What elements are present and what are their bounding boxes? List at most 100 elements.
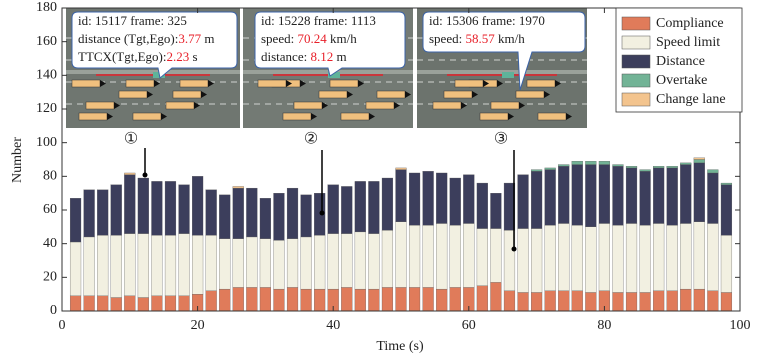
bar-segment xyxy=(517,292,529,312)
bar-segment xyxy=(273,288,285,312)
bar-segment xyxy=(544,167,556,170)
bar-segment xyxy=(720,292,733,312)
vehicle-arrow xyxy=(555,80,561,87)
legend-swatch xyxy=(621,92,651,107)
bar-segment xyxy=(463,223,475,288)
bar-segment xyxy=(300,194,312,238)
legend-label: Change lane xyxy=(656,92,726,107)
bar-segment xyxy=(151,235,163,296)
vehicle-arrow xyxy=(369,113,375,120)
bar-segment xyxy=(531,228,543,293)
bar-segment xyxy=(693,162,705,222)
callout-text: speed: xyxy=(261,31,297,46)
bar-segment xyxy=(151,181,163,236)
bars xyxy=(69,157,733,312)
bar-segment xyxy=(273,193,285,241)
bar-segment xyxy=(341,287,353,312)
bar-segment xyxy=(693,157,705,160)
bar-segment xyxy=(653,223,665,291)
bar-segment xyxy=(164,235,177,296)
y-tick-label: 0 xyxy=(50,303,57,318)
callout-text: distance: xyxy=(261,49,310,64)
bar-segment xyxy=(97,235,109,296)
bar-segment xyxy=(259,238,271,288)
bar-segment xyxy=(273,240,285,290)
vehicle-arrow xyxy=(347,91,353,98)
y-tick-label: 60 xyxy=(43,202,57,217)
bar-segment xyxy=(124,233,136,296)
vehicle xyxy=(454,79,484,88)
callout-text: speed: xyxy=(429,31,465,46)
bar-segment xyxy=(219,238,231,290)
vehicle xyxy=(179,79,209,88)
callout-line: distance: 8.12 m xyxy=(261,49,347,64)
callout-text: TTCX(Tgt,Ego): xyxy=(78,49,166,64)
vehicle-arrow xyxy=(194,102,200,109)
x-tick-label: 0 xyxy=(59,318,66,333)
bar-segment xyxy=(422,171,434,226)
vehicle-arrow xyxy=(311,113,317,120)
bar-segment xyxy=(558,290,570,312)
vehicle-arrow xyxy=(286,80,292,87)
vehicle xyxy=(118,90,148,99)
callout-text: 3.77 xyxy=(178,31,201,46)
bar-segment xyxy=(707,290,719,312)
bar-segment xyxy=(69,198,82,243)
callout-text: km/h xyxy=(495,31,525,46)
y-tick-label: 40 xyxy=(43,236,57,251)
bar-segment xyxy=(598,161,610,165)
legend-label: Overtake xyxy=(656,73,707,88)
callout: id: 15228 frame: 1113 speed: 70.24 km/h di… xyxy=(254,11,406,77)
bar-segment xyxy=(598,164,610,224)
bar-segment xyxy=(259,287,271,312)
bar-segment xyxy=(707,172,719,224)
vehicle xyxy=(172,90,202,99)
vehicle-arrow xyxy=(154,80,160,87)
bar-segment xyxy=(408,172,421,226)
bar-segment xyxy=(422,224,434,288)
bar-segment xyxy=(503,290,516,312)
callout-marker: ② xyxy=(304,131,318,148)
bar-segment xyxy=(110,235,122,298)
legend-label: Speed limit xyxy=(656,35,720,50)
callout-line: id: 15117 frame: 325 xyxy=(78,13,187,28)
legend-swatch xyxy=(621,54,651,69)
vehicle-arrow xyxy=(461,102,467,109)
ego-vehicle xyxy=(328,72,340,78)
legend-label: Distance xyxy=(656,54,705,69)
bar-segment xyxy=(69,241,82,297)
bar-segment xyxy=(720,184,733,236)
bar-segment xyxy=(408,224,421,288)
callout-text: id: 15306 frame: 1970 xyxy=(429,13,545,28)
callout-text: 8.12 xyxy=(310,49,333,64)
bar-segment xyxy=(666,224,678,291)
bar-segment xyxy=(354,231,366,290)
bar-segment xyxy=(531,169,543,172)
bar-segment xyxy=(422,287,434,312)
bar-segment xyxy=(680,164,692,224)
bar-segment xyxy=(544,169,556,226)
bar-segment xyxy=(259,198,271,239)
bar-segment xyxy=(476,285,488,312)
vehicle-arrow xyxy=(497,80,503,87)
bar-segment xyxy=(571,164,583,226)
bar-segment xyxy=(571,161,583,165)
vehicle-arrow xyxy=(208,80,214,87)
bar-segment xyxy=(612,224,624,293)
bar-segment xyxy=(368,233,380,290)
vehicle-arrow xyxy=(544,91,550,98)
vehicle-arrow xyxy=(483,80,489,87)
vehicle xyxy=(365,101,395,110)
vehicle xyxy=(71,79,101,88)
bar-segment xyxy=(558,164,570,167)
callout-text: s xyxy=(189,49,197,64)
bar-segment xyxy=(327,184,339,234)
bar-segment xyxy=(707,169,719,174)
vehicle-arrow xyxy=(472,91,478,98)
bar-segment xyxy=(653,167,665,224)
x-tick-label: 60 xyxy=(462,318,476,333)
bar-segment xyxy=(83,189,95,238)
bar-segment xyxy=(558,166,570,224)
vehicle-arrow xyxy=(508,113,514,120)
bar-segment xyxy=(381,177,394,231)
